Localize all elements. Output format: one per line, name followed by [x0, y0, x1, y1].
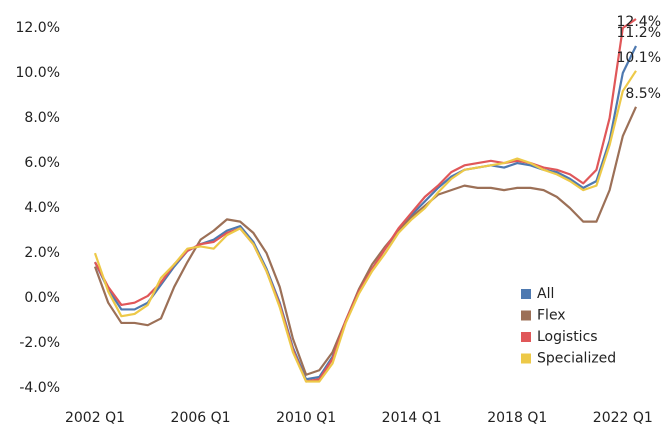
y-tick-label: 8.0%	[24, 110, 60, 126]
legend-swatch	[521, 310, 531, 321]
value-label: 12.4%	[617, 14, 661, 30]
value-label: 8.5%	[625, 86, 661, 102]
series-line	[93, 70, 637, 383]
legend-swatch	[521, 332, 531, 342]
y-tick-label: 0.0%	[24, 290, 60, 306]
x-tick-label: 2014 Q1	[382, 410, 442, 426]
y-tick-label: 4.0%	[24, 200, 60, 216]
value-label: 10.1%	[617, 50, 661, 66]
y-tick-label: 6.0%	[24, 155, 60, 171]
legend-label: Logistics	[537, 329, 598, 345]
legend-label: Specialized	[537, 351, 616, 367]
x-tick-label: 2010 Q1	[276, 410, 336, 426]
x-tick-label: 2018 Q1	[487, 410, 547, 426]
y-tick-label: 12.0%	[16, 20, 60, 36]
x-tick-label: 2002 Q1	[65, 410, 125, 426]
value-label: 11.2%	[617, 25, 661, 41]
y-tick-label: -2.0%	[19, 335, 60, 351]
x-tick-label: 2022 Q1	[593, 410, 653, 426]
series-line	[94, 18, 637, 383]
legend-label: Flex	[537, 308, 566, 324]
x-tick-label: 2006 Q1	[171, 410, 231, 426]
y-tick-label: 10.0%	[16, 65, 60, 81]
y-tick-label: 2.0%	[24, 245, 60, 261]
series-line	[93, 106, 638, 376]
legend-swatch	[521, 289, 531, 299]
y-tick-label: -4.0%	[19, 380, 60, 396]
legend-label: All	[537, 286, 554, 302]
legend-swatch	[521, 353, 531, 364]
